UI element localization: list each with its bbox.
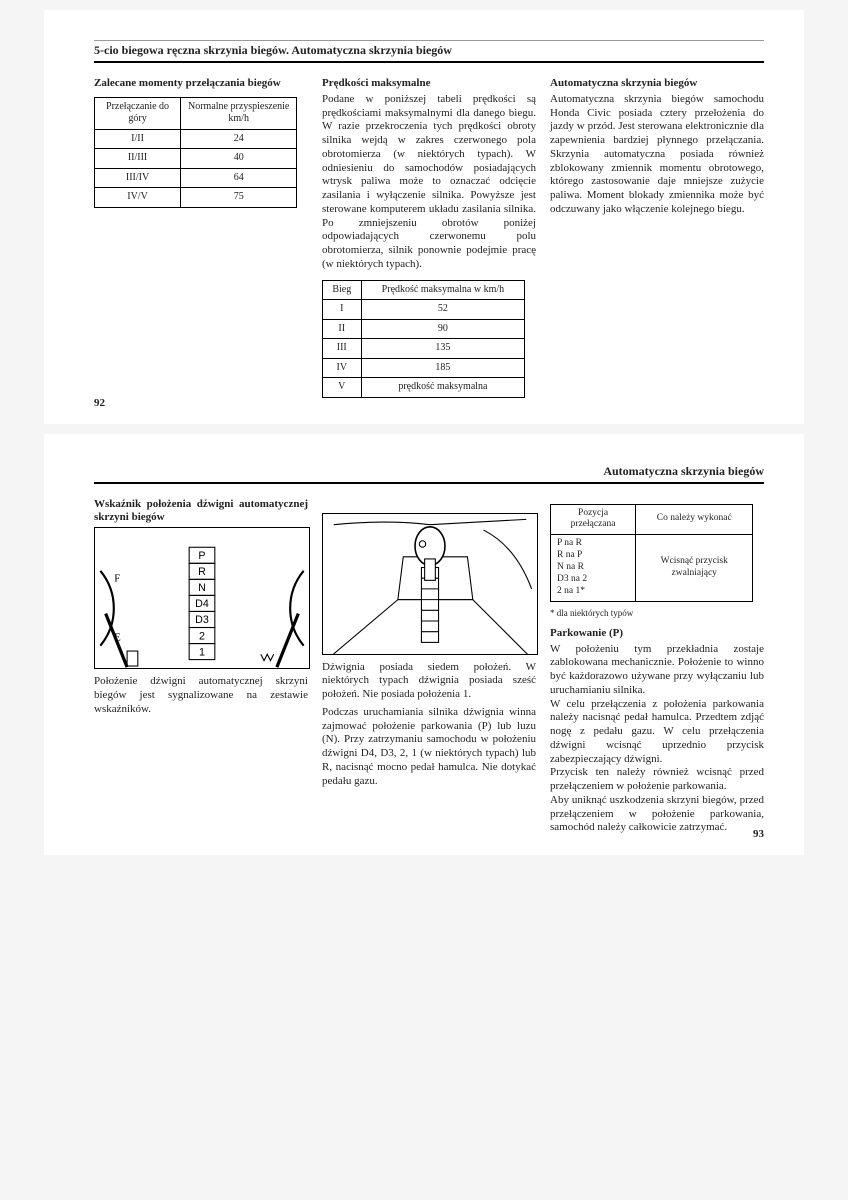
cell: IV bbox=[323, 358, 362, 378]
cell: V bbox=[323, 378, 362, 398]
cell: 52 bbox=[361, 300, 525, 320]
col3-heading: Automatyczna skrzynia biegów bbox=[550, 77, 764, 91]
cell: I/II bbox=[95, 129, 181, 149]
action-cell: Wcisnąć przycisk zwalniający bbox=[636, 535, 753, 601]
cell: 24 bbox=[181, 129, 297, 149]
col2-caption: Dźwignia posiada siedem położeń. W niekt… bbox=[322, 661, 536, 702]
cell: III/IV bbox=[95, 168, 181, 188]
shift-table: Przełączanie do góry Normalne przyspiesz… bbox=[94, 97, 297, 208]
gear-d3: D3 bbox=[195, 614, 209, 626]
th: Przełączanie do góry bbox=[95, 97, 181, 129]
columns-93: Wskaźnik położenia dźwigni automatycznej… bbox=[94, 498, 764, 836]
col3-93: Pozycja przełączana Co należy wykonać P … bbox=[550, 498, 764, 836]
fuel-f-label: F bbox=[114, 573, 120, 585]
gear-1: 1 bbox=[199, 646, 205, 658]
footnote: * dla niektórych typów bbox=[550, 608, 764, 619]
page-number: 92 bbox=[94, 397, 105, 409]
shifter-svg bbox=[323, 514, 537, 655]
cell: 40 bbox=[181, 149, 297, 169]
col2-93: Dźwignia posiada siedem położeń. W niekt… bbox=[322, 498, 536, 836]
th: Pozycja przełączana bbox=[551, 504, 636, 535]
col2: Prędkości maksymalne Podane w poniższej … bbox=[322, 77, 536, 404]
shifter-illustration bbox=[322, 513, 538, 655]
gear-n: N bbox=[198, 582, 206, 594]
gear-r: R bbox=[198, 566, 206, 578]
col3-body: Automatyczna skrzynia biegów samochodu H… bbox=[550, 93, 764, 217]
col1-heading-93: Wskaźnik położenia dźwigni automatycznej… bbox=[94, 498, 308, 526]
page-number: 93 bbox=[753, 828, 764, 840]
cell: 75 bbox=[181, 188, 297, 208]
pos-row: N na R bbox=[557, 562, 629, 574]
cell: I bbox=[323, 300, 362, 320]
cell: III bbox=[323, 339, 362, 359]
th: Bieg bbox=[323, 280, 362, 300]
cell: II bbox=[323, 319, 362, 339]
col2-body: Podane w poniższej tabeli prędkości są p… bbox=[322, 93, 536, 272]
parking-heading: Parkowanie (P) bbox=[550, 627, 764, 641]
page-title-93: Automatyczna skrzynia biegów bbox=[94, 464, 764, 484]
columns-92: Zalecane momenty przełączania biegów Prz… bbox=[94, 77, 764, 404]
gear-d4: D4 bbox=[195, 598, 209, 610]
col1-caption: Położenie dźwigni automatycznej skrzyni … bbox=[94, 675, 308, 716]
pos-row: D3 na 2 bbox=[557, 574, 629, 586]
page-93: Automatyczna skrzynia biegów Wskaźnik po… bbox=[44, 434, 804, 856]
cell: II/III bbox=[95, 149, 181, 169]
col1-heading: Zalecane momenty przełączania biegów bbox=[94, 77, 308, 91]
pos-row: P na R bbox=[557, 538, 629, 550]
col3-body: W położeniu tym przekładnia zostaje zabl… bbox=[550, 643, 764, 836]
cell: prędkość maksymalna bbox=[361, 378, 525, 398]
gauge-svg: F E P R N D4 D3 2 bbox=[95, 528, 309, 669]
page-92: 5-cio biegowa ręczna skrzynia biegów. Au… bbox=[44, 10, 804, 424]
speed-table: Bieg Prędkość maksymalna w km/h I52 II90… bbox=[322, 280, 525, 398]
col3: Automatyczna skrzynia biegów Automatyczn… bbox=[550, 77, 764, 404]
th: Co należy wykonać bbox=[636, 504, 753, 535]
position-table: Pozycja przełączana Co należy wykonać P … bbox=[550, 504, 753, 602]
cell: 185 bbox=[361, 358, 525, 378]
gear-p: P bbox=[198, 550, 205, 562]
th: Prędkość maksymalna w km/h bbox=[361, 280, 525, 300]
col2-body: Podczas uruchamiania silnika dźwignia wi… bbox=[322, 706, 536, 789]
cell: 135 bbox=[361, 339, 525, 359]
cell: 64 bbox=[181, 168, 297, 188]
pos-row: 2 na 1* bbox=[557, 586, 629, 598]
pos-row: R na P bbox=[557, 550, 629, 562]
pos-cell: P na R R na P N na R D3 na 2 2 na 1* bbox=[551, 535, 636, 601]
cell: 90 bbox=[361, 319, 525, 339]
gear-2: 2 bbox=[199, 630, 205, 642]
th: Normalne przyspieszenie km/h bbox=[181, 97, 297, 129]
page-title-92: 5-cio biegowa ręczna skrzynia biegów. Au… bbox=[94, 40, 764, 63]
col2-heading: Prędkości maksymalne bbox=[322, 77, 536, 91]
gauge-illustration: F E P R N D4 D3 2 bbox=[94, 527, 310, 669]
col1: Zalecane momenty przełączania biegów Prz… bbox=[94, 77, 308, 404]
cell: IV/V bbox=[95, 188, 181, 208]
col1-93: Wskaźnik położenia dźwigni automatycznej… bbox=[94, 498, 308, 836]
